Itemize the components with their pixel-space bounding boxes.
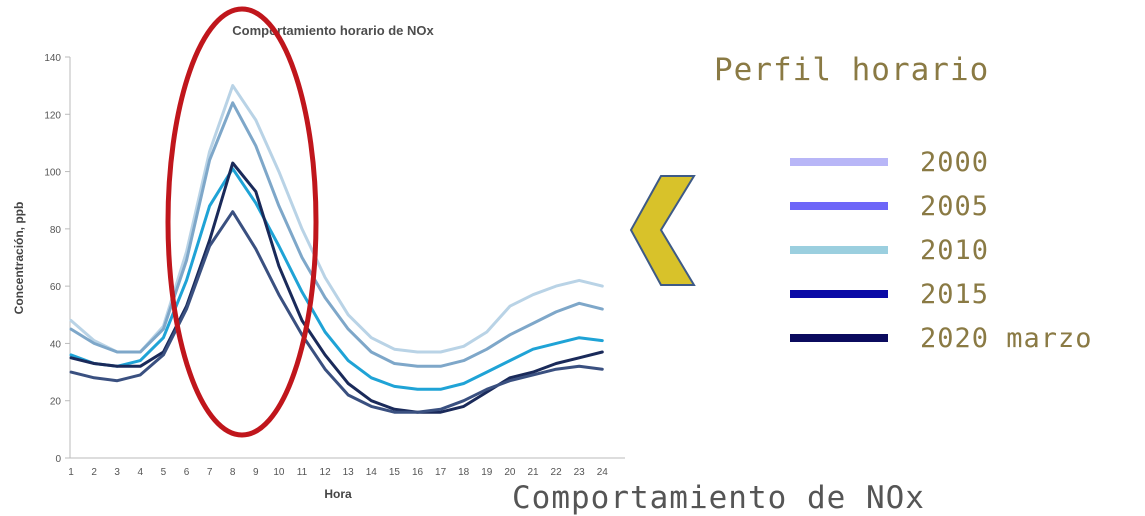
x-tick-label: 24 <box>597 467 609 478</box>
x-axis-label: Hora <box>324 487 352 501</box>
chevron-left-icon <box>629 175 696 286</box>
x-tick-label: 18 <box>458 467 470 478</box>
legend-item: 2020 marzo <box>790 316 1093 360</box>
x-tick-label: 2 <box>91 467 97 478</box>
y-tick-label: 20 <box>50 397 62 408</box>
x-tick-label: 19 <box>481 467 493 478</box>
y-tick-label: 60 <box>50 282 62 293</box>
series-line-5 <box>69 210 604 414</box>
series-line-3 <box>69 167 604 391</box>
footer-caption: Comportamiento de NOx <box>512 480 925 516</box>
x-tick-label: 17 <box>435 467 447 478</box>
y-tick-label: 120 <box>44 110 61 121</box>
x-tick-label: 9 <box>253 467 259 478</box>
x-tick-label: 10 <box>273 467 285 478</box>
legend-item: 2005 <box>790 184 1093 228</box>
y-tick-label: 0 <box>55 454 61 465</box>
legend-item: 2010 <box>790 228 1093 272</box>
peak-highlight-ellipse <box>165 6 319 438</box>
legend-heading: Perfil horario <box>714 52 990 88</box>
legend-swatch <box>790 334 888 342</box>
legend-item: 2015 <box>790 272 1093 316</box>
x-tick-label: 15 <box>389 467 401 478</box>
legend-swatch <box>790 246 888 254</box>
x-tick-label: 14 <box>366 467 378 478</box>
legend-swatch <box>790 158 888 166</box>
series-line-2 <box>69 101 604 368</box>
x-tick-label: 20 <box>504 467 516 478</box>
series-group <box>69 84 604 414</box>
x-tick-label: 23 <box>574 467 586 478</box>
chart-title: Comportamiento horario de NOx <box>232 23 434 38</box>
y-tick-label: 40 <box>50 339 62 350</box>
series-line-1 <box>69 84 604 354</box>
x-tick-label: 1 <box>68 467 74 478</box>
y-axis-label: Concentración, ppb <box>12 202 26 315</box>
legend-label: 2020 marzo <box>920 322 1093 354</box>
legend-swatch <box>790 290 888 298</box>
x-tick-label: 22 <box>551 467 563 478</box>
x-tick-label: 3 <box>114 467 120 478</box>
legend-label: 2015 <box>920 278 990 310</box>
x-tick-label: 7 <box>207 467 213 478</box>
legend-swatch <box>790 202 888 210</box>
legend-label: 2010 <box>920 234 990 266</box>
x-tick-label: 5 <box>161 467 167 478</box>
x-axis: 1 2 3 4 5 6 7 8 9 10 11 12 13 14 15 16 17 18 19 20 21 22 23 24 <box>68 457 625 478</box>
y-tick-label: 100 <box>44 168 61 179</box>
x-tick-label: 16 <box>412 467 424 478</box>
x-tick-label: 21 <box>527 467 539 478</box>
x-tick-label: 12 <box>320 467 332 478</box>
legend-item: 2000 <box>790 140 1093 184</box>
y-tick-label: 140 <box>44 53 61 64</box>
legend-label: 2000 <box>920 146 990 178</box>
y-tick-label: 80 <box>50 225 62 236</box>
nox-line-chart: Comportamiento horario de NOx 0 20 40 60 80 1… <box>12 6 625 501</box>
x-tick-label: 4 <box>138 467 144 478</box>
legend: 2000 2005 2010 2015 2020 marzo <box>790 140 1093 360</box>
x-tick-label: 6 <box>184 467 190 478</box>
x-tick-label: 11 <box>297 467 308 478</box>
series-line-4 <box>69 161 604 414</box>
y-axis: 0 20 40 60 80 100 120 140 <box>44 53 71 465</box>
x-tick-label: 13 <box>343 467 355 478</box>
x-tick-label: 8 <box>230 467 236 478</box>
legend-label: 2005 <box>920 190 990 222</box>
